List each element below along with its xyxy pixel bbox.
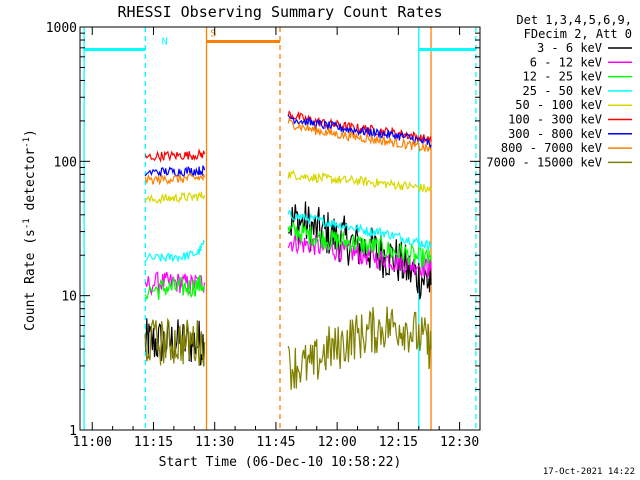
y-axis-label-main: Count Rate (s	[23, 229, 38, 331]
series-4-segment-1	[287, 169, 432, 194]
series-8-segment-1	[287, 306, 432, 390]
series-6-segment-1	[287, 114, 432, 149]
legend-label-3: 25 - 50 keV	[523, 84, 602, 98]
y-axis-label-exponent-2: -1	[22, 137, 32, 148]
legend-label-5: 100 - 300 keV	[508, 113, 602, 127]
x-tick-label-0: 11:00	[73, 435, 112, 450]
x-axis-label: Start Time (06-Dec-10 10:58:22)	[159, 455, 402, 470]
legend-label-6: 300 - 800 keV	[508, 127, 602, 141]
y-axis-label-tail: detector	[23, 148, 38, 219]
y-tick-label-1: 10	[61, 290, 77, 305]
plot-frame	[79, 26, 481, 431]
flag-label-2: S	[210, 28, 216, 39]
x-tick-label-6: 12:30	[440, 435, 479, 450]
flag-label-0: N	[162, 36, 168, 47]
series-4-segment-0	[144, 191, 206, 204]
legend-label-7: 800 - 7000 keV	[501, 141, 602, 155]
series-5-segment-0	[144, 148, 206, 163]
series-2-segment-0	[144, 275, 206, 301]
x-tick-label-2: 11:30	[195, 435, 234, 450]
y-axis-label-exponent: -1	[22, 218, 32, 229]
series-7-segment-0	[144, 172, 206, 186]
y-tick-label-3: 1000	[46, 21, 77, 36]
legend-label-4: 50 - 100 keV	[515, 98, 602, 112]
y-tick-label-2: 100	[54, 155, 77, 170]
x-tick-label-3: 11:45	[256, 435, 295, 450]
legend-header-line-2: FDecim 2, Att 0	[524, 27, 632, 41]
series-2-segment-1	[287, 222, 432, 269]
legend-header-line-1: Det 1,3,4,5,6,9,	[516, 13, 632, 27]
legend-label-2: 12 - 25 keV	[523, 70, 602, 84]
legend-label-0: 3 - 6 keV	[537, 41, 602, 55]
x-tick-label-1: 11:15	[134, 435, 173, 450]
legend-label-8: 7000 - 15000 keV	[486, 155, 602, 169]
series-0-segment-1	[288, 201, 432, 300]
x-tick-label-4: 12:00	[318, 435, 357, 450]
series-3-segment-0	[144, 239, 206, 264]
series-7-segment-1	[287, 117, 432, 153]
series-6-segment-0	[144, 164, 206, 177]
x-tick-label-5: 12:15	[379, 435, 418, 450]
y-tick-label-0: 1	[69, 424, 77, 439]
y-axis-label: Count Rate (s-1 detector-1)	[22, 129, 38, 331]
series-3-segment-1	[287, 209, 432, 251]
legend: Det 1,3,4,5,6,9, FDecim 2, Att 0 3 - 6 k…	[486, 13, 632, 169]
series-8-segment-0	[144, 317, 206, 367]
legend-label-1: 6 - 12 keV	[530, 55, 602, 69]
series-1-segment-1	[287, 233, 432, 278]
chart-title: RHESSI Observing Summary Count Rates	[117, 3, 442, 21]
y-axis-label-close: )	[23, 129, 38, 137]
footer-timestamp: 17-Oct-2021 14:22	[543, 467, 635, 477]
